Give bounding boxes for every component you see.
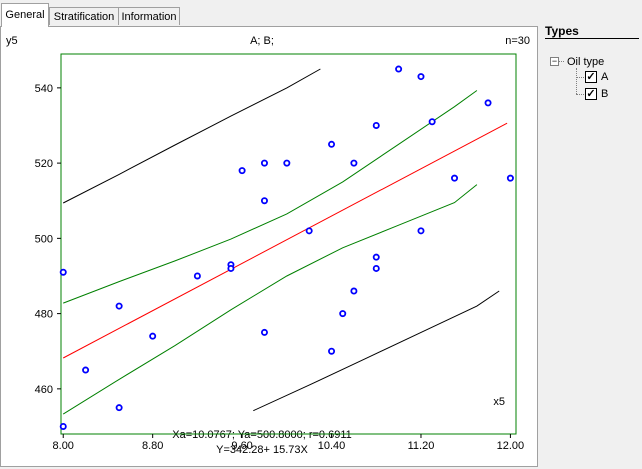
- data-point: [115, 404, 123, 412]
- data-point: [506, 174, 514, 182]
- data-point: [260, 197, 268, 205]
- data-point: [227, 264, 235, 272]
- data-point: [372, 253, 380, 261]
- types-sidebar: Types − Oil type ✓ A ✓ B: [538, 0, 642, 469]
- x-tick-label: 9.60: [231, 440, 252, 452]
- data-point: [350, 159, 358, 167]
- data-point: [59, 422, 67, 430]
- data-point: [484, 99, 492, 107]
- plot-frame: [60, 53, 517, 435]
- types-title: Types: [545, 24, 579, 38]
- data-point: [59, 268, 67, 276]
- x-tick-label: 12.00: [497, 440, 525, 452]
- data-point: [372, 264, 380, 272]
- data-point: [260, 159, 268, 167]
- confidence-band-upper: [63, 90, 478, 304]
- tab-information[interactable]: Information: [118, 7, 180, 25]
- tab-general[interactable]: General: [1, 3, 49, 27]
- prediction-band-lower: [253, 290, 500, 412]
- prediction-band-upper: [62, 68, 321, 204]
- tree-connector: [559, 61, 564, 62]
- data-point: [305, 227, 313, 235]
- x-tick-label: 8.00: [53, 440, 74, 452]
- tree-connector: [576, 68, 577, 94]
- data-point: [350, 287, 358, 295]
- tree-root-oil-type[interactable]: Oil type: [567, 56, 605, 68]
- y-tick-label: 500: [35, 233, 53, 245]
- confidence-band-lower: [62, 184, 478, 415]
- data-point: [260, 328, 268, 336]
- data-point: [417, 227, 425, 235]
- stats-line: Xa=10.0767; Ya=500.8000; r=0.6911: [172, 429, 352, 441]
- y-tick-label: 460: [35, 384, 53, 396]
- data-point: [395, 65, 403, 73]
- tree-item-b[interactable]: B: [601, 88, 609, 100]
- data-point: [115, 302, 123, 310]
- data-point: [193, 272, 201, 280]
- sample-size-label: n=30: [505, 35, 530, 47]
- tree-item-a[interactable]: A: [601, 71, 609, 83]
- data-point: [372, 121, 380, 129]
- y-axis-label: y5: [6, 35, 18, 47]
- data-point: [238, 167, 246, 175]
- chart-panel: y5 A; B; n=30 x5 Xa=10.0767; Ya=500.8000…: [0, 26, 538, 467]
- data-point: [339, 310, 347, 318]
- checkbox-a[interactable]: ✓: [585, 71, 597, 83]
- data-point: [328, 347, 336, 355]
- tree-connector: [576, 94, 584, 95]
- check-icon: ✓: [586, 88, 596, 100]
- x-tick-label: 10.40: [318, 440, 346, 452]
- collapse-icon[interactable]: −: [550, 56, 559, 66]
- data-point: [417, 73, 425, 81]
- data-point: [451, 174, 459, 182]
- check-icon: ✓: [586, 71, 596, 83]
- y-tick-label: 480: [35, 309, 53, 321]
- x-axis-label: x5: [493, 396, 505, 408]
- data-point: [283, 159, 291, 167]
- y-tick-label: 520: [35, 158, 53, 170]
- regression-line: [62, 122, 508, 359]
- tree-connector: [576, 77, 584, 78]
- tab-stratification[interactable]: Stratification: [49, 7, 119, 25]
- scatter-chart: y5 A; B; n=30 x5 Xa=10.0767; Ya=500.8000…: [6, 35, 530, 456]
- equation-line: Y=342.28+ 15.73X: [216, 444, 308, 456]
- y-tick-label: 540: [35, 83, 53, 95]
- checkbox-b[interactable]: ✓: [585, 88, 597, 100]
- data-point: [149, 332, 157, 340]
- x-tick-label: 11.20: [408, 440, 435, 452]
- x-tick-label: 8.80: [142, 440, 163, 452]
- data-point: [82, 366, 90, 374]
- data-point: [428, 118, 436, 126]
- selection-label: A; B;: [250, 35, 274, 47]
- data-point: [328, 140, 336, 148]
- types-divider: [545, 38, 639, 39]
